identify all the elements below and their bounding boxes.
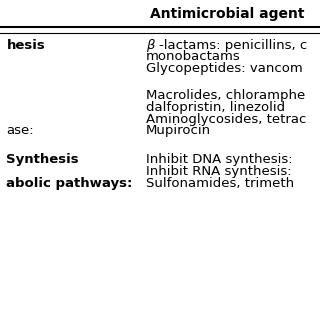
- Text: Synthesis: Synthesis: [6, 154, 79, 166]
- Text: Glycopeptides: vancom: Glycopeptides: vancom: [146, 62, 302, 75]
- Text: Antimicrobial agent: Antimicrobial agent: [150, 7, 304, 21]
- Text: -lactams: penicillins, c: -lactams: penicillins, c: [159, 39, 307, 52]
- Text: hesis: hesis: [6, 39, 45, 52]
- Text: β: β: [146, 39, 154, 52]
- Text: Sulfonamides, trimeth: Sulfonamides, trimeth: [146, 177, 294, 189]
- Text: Macrolides, chloramphe: Macrolides, chloramphe: [146, 90, 305, 102]
- Text: Mupirocin: Mupirocin: [146, 124, 211, 137]
- Text: Aminoglycosides, tetrac: Aminoglycosides, tetrac: [146, 113, 306, 125]
- Text: dalfopristin, linezolid: dalfopristin, linezolid: [146, 101, 285, 114]
- Text: abolic pathways:: abolic pathways:: [6, 177, 133, 189]
- Text: Inhibit DNA synthesis:: Inhibit DNA synthesis:: [146, 154, 292, 166]
- Text: Inhibit RNA synthesis:: Inhibit RNA synthesis:: [146, 165, 291, 178]
- Text: ase:: ase:: [6, 124, 34, 137]
- Text: monobactams: monobactams: [146, 51, 240, 63]
